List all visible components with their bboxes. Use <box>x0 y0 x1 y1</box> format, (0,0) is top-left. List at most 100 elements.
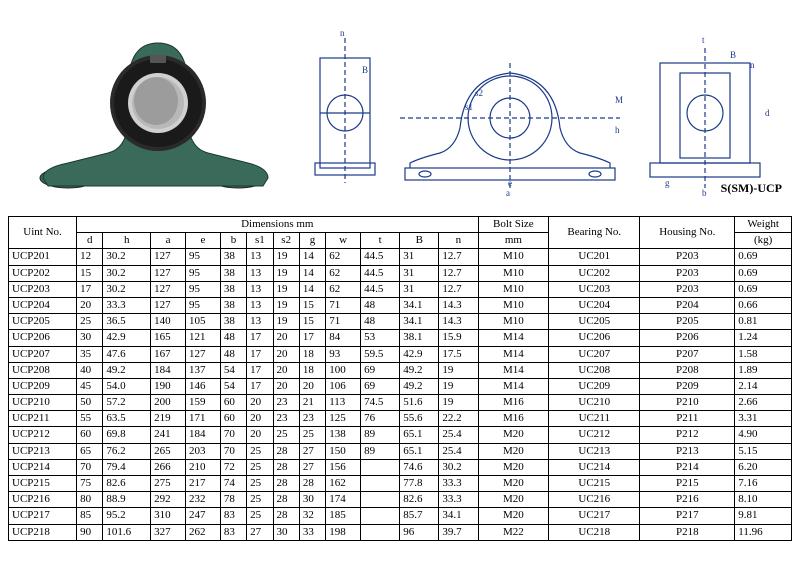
cell-s1: 25 <box>247 459 273 475</box>
cell-u: UCP208 <box>9 362 77 378</box>
cell-a: 219 <box>151 411 186 427</box>
cell-g: 32 <box>299 508 325 524</box>
cell-u: UCP207 <box>9 346 77 362</box>
cell-w: 62 <box>326 265 361 281</box>
cell-u: UCP202 <box>9 265 77 281</box>
cell-bear: UC217 <box>549 508 640 524</box>
col-weight-unit: (kg) <box>735 233 792 249</box>
cell-g: 15 <box>299 297 325 313</box>
cell-a: 165 <box>151 330 186 346</box>
cell-bear: UC210 <box>549 395 640 411</box>
cell-s1: 25 <box>247 443 273 459</box>
cell-n: 12.7 <box>439 281 478 297</box>
col-t: t <box>361 233 400 249</box>
cell-w: 93 <box>326 346 361 362</box>
cell-bolt: M20 <box>478 427 549 443</box>
cell-hous: P214 <box>640 459 735 475</box>
cell-n: 22.2 <box>439 411 478 427</box>
col-d: d <box>77 233 103 249</box>
cell-t: 44.5 <box>361 281 400 297</box>
cell-b: 48 <box>220 346 246 362</box>
cell-bear: UC213 <box>549 443 640 459</box>
cell-t <box>361 476 400 492</box>
spec-table: Uint No. Dimensions mm Bolt Size Bearing… <box>8 216 792 541</box>
cell-h: 54.0 <box>103 378 151 394</box>
cell-bolt: M14 <box>478 378 549 394</box>
cell-t: 89 <box>361 443 400 459</box>
table-row: UCP2157582.62752177425282816277.833.3M20… <box>9 476 792 492</box>
cell-bolt: M20 <box>478 508 549 524</box>
cell-a: 140 <box>151 314 186 330</box>
cell-s1: 20 <box>247 395 273 411</box>
cell-hous: P216 <box>640 492 735 508</box>
table-row: UCP2084049.2184137541720181006949.219M14… <box>9 362 792 378</box>
cell-t: 53 <box>361 330 400 346</box>
cell-B: 96 <box>400 524 439 540</box>
svg-text:h: h <box>615 125 620 135</box>
cell-s1: 25 <box>247 492 273 508</box>
cell-bolt: M10 <box>478 249 549 265</box>
cell-u: UCP210 <box>9 395 77 411</box>
cell-e: 95 <box>185 281 220 297</box>
cell-a: 310 <box>151 508 186 524</box>
cell-s2: 19 <box>273 314 299 330</box>
cell-bear: UC212 <box>549 427 640 443</box>
cell-d: 80 <box>77 492 103 508</box>
col-bolt: Bolt Size <box>478 217 549 233</box>
cell-u: UCP212 <box>9 427 77 443</box>
cell-d: 20 <box>77 297 103 313</box>
col-e: e <box>185 233 220 249</box>
cell-s2: 28 <box>273 443 299 459</box>
cell-t: 44.5 <box>361 249 400 265</box>
cell-s2: 28 <box>273 492 299 508</box>
cell-wt: 2.14 <box>735 378 792 394</box>
cell-bear: UC208 <box>549 362 640 378</box>
cell-w: 106 <box>326 378 361 394</box>
cell-B: 34.1 <box>400 297 439 313</box>
cell-b: 54 <box>220 362 246 378</box>
cell-bear: UC216 <box>549 492 640 508</box>
cell-e: 137 <box>185 362 220 378</box>
cell-d: 30 <box>77 330 103 346</box>
cell-e: 95 <box>185 297 220 313</box>
cell-hous: P212 <box>640 427 735 443</box>
col-bolt-unit: mm <box>478 233 549 249</box>
cell-d: 50 <box>77 395 103 411</box>
cell-h: 82.6 <box>103 476 151 492</box>
cell-wt: 1.58 <box>735 346 792 362</box>
cell-d: 60 <box>77 427 103 443</box>
cell-e: 184 <box>185 427 220 443</box>
cell-s2: 19 <box>273 249 299 265</box>
cell-B: 55.6 <box>400 411 439 427</box>
cell-u: UCP216 <box>9 492 77 508</box>
cell-e: 146 <box>185 378 220 394</box>
cell-w: 62 <box>326 281 361 297</box>
cell-n: 25.4 <box>439 443 478 459</box>
cell-hous: P203 <box>640 249 735 265</box>
cell-w: 185 <box>326 508 361 524</box>
cell-n: 19 <box>439 395 478 411</box>
cell-hous: P213 <box>640 443 735 459</box>
cell-s1: 17 <box>247 346 273 362</box>
svg-text:s1: s1 <box>465 102 473 112</box>
cell-wt: 4.90 <box>735 427 792 443</box>
cell-bear: UC203 <box>549 281 640 297</box>
cell-a: 266 <box>151 459 186 475</box>
cell-g: 27 <box>299 443 325 459</box>
cell-h: 57.2 <box>103 395 151 411</box>
cell-a: 184 <box>151 362 186 378</box>
cell-wt: 0.69 <box>735 249 792 265</box>
cell-d: 75 <box>77 476 103 492</box>
cell-h: 76.2 <box>103 443 151 459</box>
cell-e: 217 <box>185 476 220 492</box>
cell-e: 95 <box>185 249 220 265</box>
cell-w: 138 <box>326 427 361 443</box>
cell-bolt: M14 <box>478 346 549 362</box>
diagram-model-label: S(SM)-UCP <box>721 181 782 196</box>
cell-a: 167 <box>151 346 186 362</box>
cell-bolt: M14 <box>478 362 549 378</box>
cell-h: 79.4 <box>103 459 151 475</box>
cell-n: 34.1 <box>439 508 478 524</box>
cell-d: 12 <box>77 249 103 265</box>
cell-w: 125 <box>326 411 361 427</box>
